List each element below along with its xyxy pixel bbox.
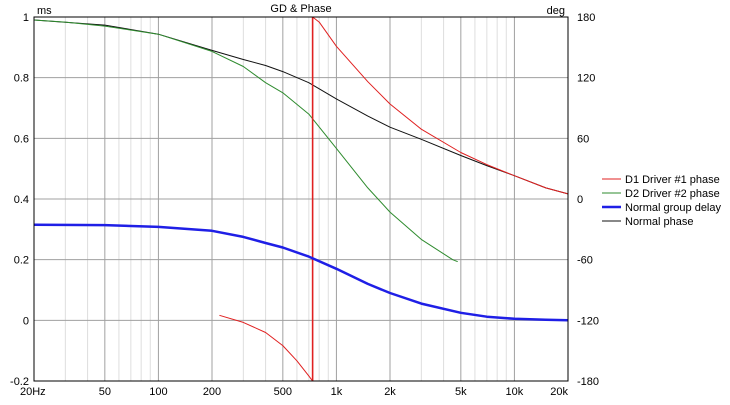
x-tick-label: 1k [331, 386, 343, 398]
y-right-tick-label: 0 [577, 194, 583, 206]
x-tick-label: 5k [455, 386, 467, 398]
x-tick-label: 2k [384, 386, 396, 398]
y-right-tick-label: 60 [577, 133, 589, 145]
x-tick-label: 100 [149, 386, 167, 398]
grid [33, 16, 569, 382]
y-left-tick-label: 0 [23, 315, 29, 327]
legend-label: Normal phase [625, 216, 693, 228]
series-line-d1-driver-1-phase [312, 16, 569, 195]
y-left-unit-label: ms [37, 5, 52, 17]
series-line-normal-group-delay [33, 223, 569, 322]
chart-title: GD & Phase [270, 3, 331, 15]
legend-label: D2 Driver #2 phase [625, 188, 720, 200]
series-line-normal-phase [33, 19, 569, 195]
y-left-tick-label: 0.6 [14, 133, 29, 145]
y-left-tick-label: -0.2 [10, 376, 29, 388]
x-tick-label: 50 [99, 386, 111, 398]
y-left-tick-label: 0.4 [14, 194, 29, 206]
series-line-d1-driver-1-phase [219, 314, 314, 382]
legend: D1 Driver #1 phase D2 Driver #2 phase Norm… [602, 174, 721, 228]
tick-labels: 20Hz 50 100 200 500 1k 2k 5k 10k 20k -0.2 0 0.2 0.4 0.… [10, 12, 599, 398]
x-tick-label: 20Hz [20, 386, 46, 398]
series-line-d2-driver-2-phase [33, 19, 458, 263]
x-tick-label: 200 [203, 386, 221, 398]
y-right-tick-label: 120 [577, 73, 595, 85]
y-right-unit-label: deg [547, 5, 565, 17]
x-tick-label: 20k [550, 386, 568, 398]
legend-label: D1 Driver #1 phase [625, 174, 720, 186]
x-tick-label: 500 [274, 386, 292, 398]
x-tick-label: 10k [506, 386, 524, 398]
series-layer [33, 16, 569, 382]
y-right-tick-label: -60 [577, 255, 593, 267]
y-left-tick-label: 0.8 [14, 73, 29, 85]
y-right-tick-label: -180 [577, 376, 599, 388]
legend-label: Normal group delay [625, 202, 721, 214]
y-left-tick-label: 0.2 [14, 255, 29, 267]
y-left-tick-label: 1 [23, 12, 29, 24]
plot-frame [33, 16, 569, 382]
y-right-tick-label: 180 [577, 12, 595, 24]
y-right-tick-label: -120 [577, 315, 599, 327]
